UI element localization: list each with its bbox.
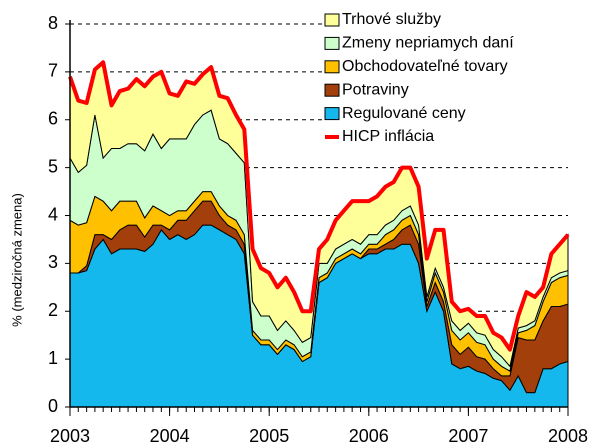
legend-background	[322, 8, 568, 148]
y-tick-label: 5	[48, 156, 58, 176]
legend-swatch	[324, 36, 340, 50]
x-tick-label: 2005	[249, 426, 289, 446]
legend-label: Regulované ceny	[342, 105, 466, 122]
legend-swatch	[324, 107, 340, 121]
y-tick-label: 3	[48, 252, 58, 272]
x-tick-label: 2007	[448, 426, 488, 446]
legend-label: Obchodovateľné tovary	[342, 58, 508, 75]
y-tick-label: 2	[48, 300, 58, 320]
x-tick-label: 2008	[548, 426, 588, 446]
line	[68, 60, 570, 352]
legend-swatch	[324, 83, 340, 97]
y-axis-title: % (medziročná zmena)	[9, 193, 24, 327]
y-tick-label: 0	[48, 396, 58, 416]
y-tick-label: 6	[48, 109, 58, 129]
legend: Trhové služby Zmeny nepriamych daní Obchod…	[322, 8, 568, 148]
y-tick-label: 7	[48, 61, 58, 81]
legend-label: Zmeny nepriamych daní	[342, 35, 514, 52]
x-tick-label: 2003	[50, 426, 90, 446]
y-tick-label: 8	[48, 13, 58, 33]
legend-swatch	[324, 60, 340, 74]
x-tick-label: 2004	[150, 426, 190, 446]
y-tick-label: 4	[48, 204, 58, 224]
legend-swatch	[324, 13, 340, 27]
y-tick-label: 1	[48, 348, 58, 368]
legend-label: Trhové služby	[342, 11, 441, 28]
legend-label: Potraviny	[342, 81, 409, 98]
x-tick-label: 2006	[349, 426, 389, 446]
legend-label: HICP inflácia	[342, 128, 434, 145]
